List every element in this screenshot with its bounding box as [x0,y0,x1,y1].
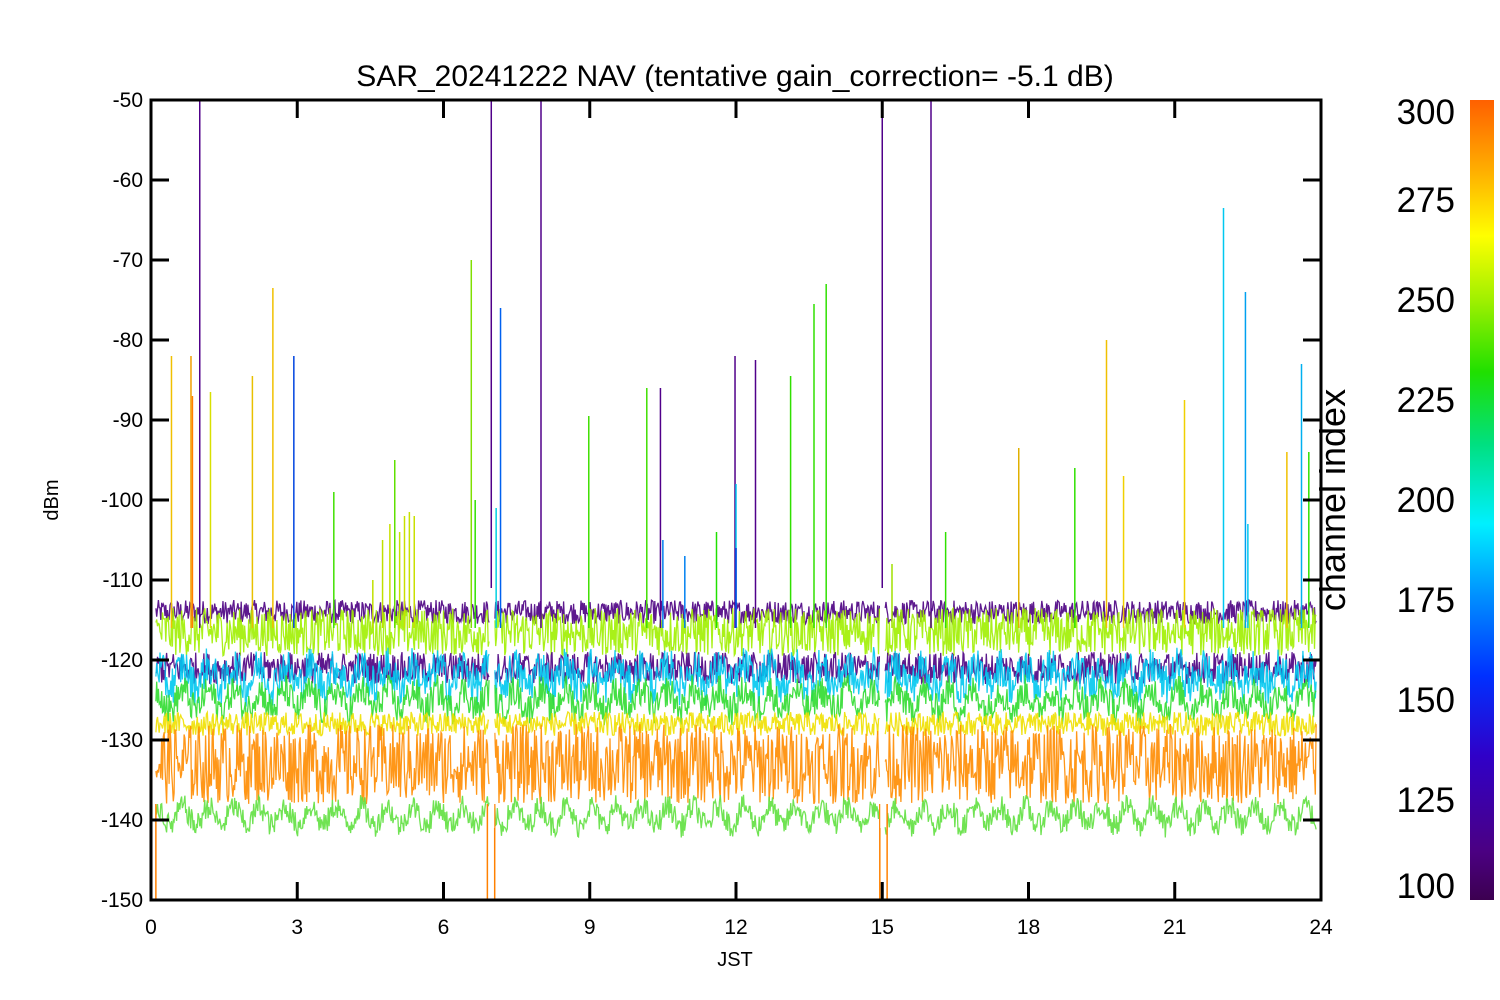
colorbar-tick-label: 200 [1397,481,1455,520]
x-tick-label: 21 [1163,916,1186,939]
y-axis: -50 -60 -70 -80 -90 -100 -110 -120 -130 -140 -150 [101,89,1321,912]
data-gap [490,588,495,828]
series-line [155,793,1317,839]
series-line [155,723,1317,805]
x-tick-label: 15 [871,916,894,939]
y-tick-label: -150 [101,889,143,912]
colorbar-tick-label: 225 [1397,381,1455,420]
x-tick-label: 3 [291,916,303,939]
colorbar-tick-label: 250 [1397,281,1455,320]
chart-title: SAR_20241222 NAV (tentative gain_correct… [356,60,1113,93]
y-tick-label: -120 [101,649,143,672]
x-tick-label: 9 [584,916,596,939]
colorbar-ticks: 100 125 150 175 200 225 250 275 300 [1397,93,1455,906]
x-tick-label: 0 [145,916,157,939]
x-axis-title: JST [717,949,753,971]
colorbar-tick-label: 125 [1397,781,1455,820]
x-tick-label: 6 [438,916,450,939]
y-tick-label: -50 [113,89,143,112]
colorbar [1470,100,1494,900]
series-line [155,709,1317,738]
x-tick-label: 12 [724,916,747,939]
y-tick-label: -80 [113,329,143,352]
colorbar-tick-label: 175 [1397,581,1455,620]
y-axis-title: dBm [41,479,63,520]
plot-area [155,100,1317,900]
y-tick-label: -100 [101,489,143,512]
colorbar-tick-label: 275 [1397,181,1455,220]
y-tick-label: -140 [101,809,143,832]
colorbar-tick-label: 100 [1397,867,1455,906]
y-tick-label: -110 [103,569,143,592]
data-gap [880,588,885,828]
x-tick-label: 18 [1017,916,1040,939]
colorbar-tick-label: 300 [1397,93,1455,132]
y-tick-label: -60 [113,169,143,192]
series-line [155,606,1317,658]
colorbar-tick-label: 150 [1397,681,1455,720]
x-tick-label: 24 [1309,916,1333,939]
x-axis: 0 3 6 9 12 15 18 21 24 [145,100,1333,939]
y-tick-label: -130 [101,729,143,752]
colorbar-title: channel index [1312,389,1353,611]
y-tick-label: -90 [113,409,143,432]
y-tick-label: -70 [113,249,143,272]
